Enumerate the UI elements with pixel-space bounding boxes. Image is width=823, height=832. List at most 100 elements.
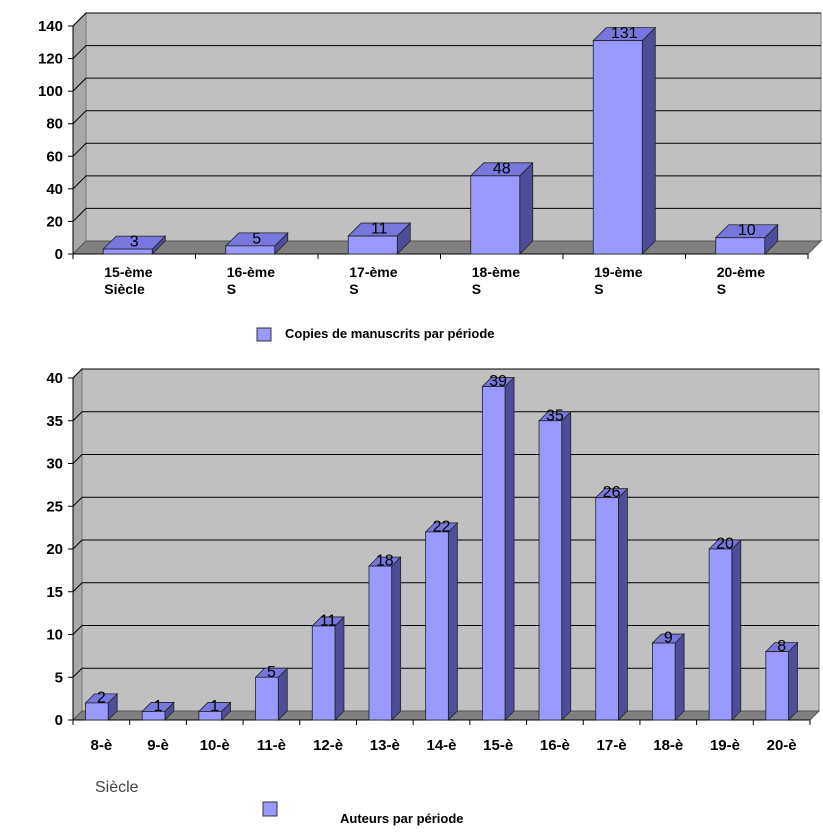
bar [254,667,289,721]
bar-front [595,497,619,721]
bar [197,701,232,721]
bar-side [519,161,534,255]
y-tick-label: 15 [46,584,63,601]
bar [481,376,515,721]
x-tick-label: 14-è [426,737,456,754]
data-label: 2 [97,689,106,706]
data-label: 5 [252,230,261,247]
bar-side [561,410,572,721]
y-tick-label: 60 [46,148,63,165]
x-tick-label: 15-è [483,737,513,754]
y-tick-label: 25 [46,498,63,515]
bar [651,633,686,721]
bar [708,539,742,721]
x-tick-label: 19-è [710,737,740,754]
bar-front [715,237,766,255]
bar [224,231,289,255]
bar [469,161,534,255]
bar-side [618,487,628,721]
y-tick-label: 5 [55,669,63,686]
data-label: 5 [267,664,276,681]
bar-front [255,676,279,721]
data-label: 9 [664,630,673,647]
bar-front [225,245,276,255]
y-tick-label: 40 [46,370,63,387]
bar-front [311,625,336,721]
data-label: 1 [154,698,163,715]
bar [84,692,119,721]
plot-floor [71,240,823,255]
bar-front [708,548,733,721]
data-label: 10 [738,222,756,239]
bar-side [674,633,685,721]
bar-front [102,248,153,255]
data-label: 131 [611,25,638,42]
bar-side [641,26,656,255]
y-tick-label: 10 [46,627,63,644]
bar-front [141,711,166,721]
legend-auteurs: Auteurs par période [262,801,464,826]
chart-copies-manuscrits: 0 20 40 60 80 100 120 140 3 15-ème Siècle 5 16-ème S 1… [38,11,823,297]
x-tick-label: 20-ème S [717,264,765,297]
gridline [72,77,821,92]
y-tick-label: 0 [55,246,63,263]
gridline [72,175,821,190]
x-tick-label: 8-è [91,737,113,754]
x-tick-label: 17-è [597,737,627,754]
bar [141,701,175,721]
bar [592,26,657,255]
bar-front [198,711,222,721]
gridline [72,110,821,125]
data-label: 3 [130,234,139,251]
y-tick-label: 120 [38,51,63,68]
data-label: 8 [777,638,786,655]
bar [347,222,412,255]
data-label: 26 [603,484,621,501]
x-tick-label: 16-ème S [227,264,275,297]
bar [311,615,345,721]
x-tick-label: 18-è [653,737,683,754]
x-axis-title: Siècle [95,779,139,796]
plot-side-wall [72,11,87,256]
gridline [72,142,821,157]
legend-label: Auteurs par période [340,811,464,826]
data-label: 20 [716,536,734,553]
gridline [72,667,819,678]
gridline [72,207,821,222]
gridline [72,625,819,635]
bar-front [652,642,676,721]
x-tick-label: 11-è [257,737,286,754]
plot-back-wall [85,12,822,242]
bar-side [788,641,798,721]
legend-swatch [262,801,278,817]
bar [764,641,799,721]
gridline [72,496,819,507]
data-label: 1 [210,698,219,715]
y-tick-label: 40 [46,181,63,198]
x-tick-label: 19-ème S [594,264,642,297]
bar-side [504,376,515,721]
data-label: 11 [320,612,337,629]
x-tick-label: 13-è [370,737,400,754]
bar [714,223,779,255]
x-tick-label: 10-è [200,737,230,754]
bar [102,235,167,255]
bar-front [85,702,109,721]
y-tick-label: 80 [46,116,63,133]
y-tick-label: 35 [46,413,63,430]
gridline [72,539,819,550]
x-tick-label: 12-è [313,737,343,754]
data-label: 35 [546,407,564,424]
gridline [72,368,819,379]
data-label: 48 [493,160,511,177]
bar [424,521,459,721]
y-tick-label: 140 [38,18,63,35]
bar-front [592,40,643,255]
data-label: 22 [433,518,451,535]
y-tick-label: 0 [55,712,63,729]
gridline [72,454,819,464]
gridline [72,411,819,422]
bar-front [481,386,506,721]
x-tick-label: 20-è [767,737,797,754]
legend-swatch [256,327,272,342]
